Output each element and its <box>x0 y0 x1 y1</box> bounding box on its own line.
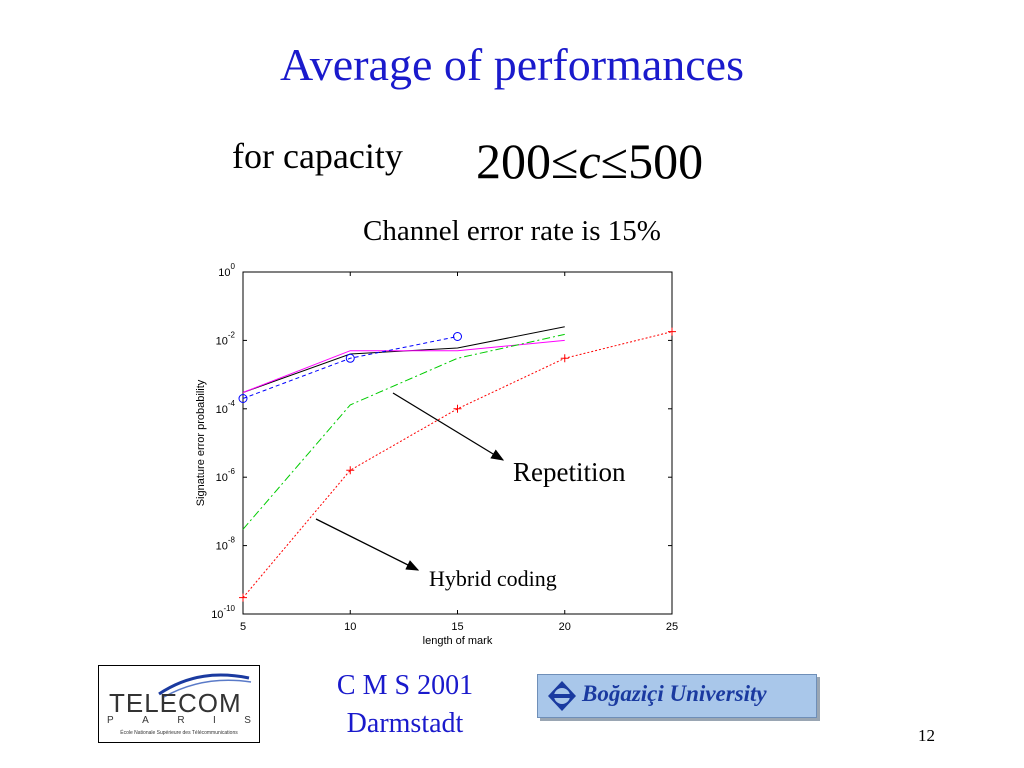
x-tick-label: 20 <box>559 621 571 633</box>
bogazici-name: Boğaziçi University <box>582 681 767 706</box>
data-point <box>668 327 676 336</box>
series-line <box>242 339 565 393</box>
paris-letter: S <box>244 715 251 726</box>
data-point <box>239 593 247 602</box>
x-axis-label: length of mark <box>423 635 493 647</box>
slide-title: Average of performances <box>280 39 744 90</box>
repetition-label-bg <box>508 452 660 490</box>
telecom-paris-logo: TELECOM P A R I S École Nationale Supéri… <box>98 665 260 743</box>
bogazici-university-logo: Boğaziçi University <box>537 674 817 718</box>
telecom-paris-letters: P A R I S <box>107 715 251 726</box>
channel-error-rate: Channel error rate is 15% <box>363 215 661 247</box>
telecom-swoosh-icon <box>158 673 252 698</box>
paris-letter: P <box>107 715 114 726</box>
capacity-label: for capacity <box>232 136 403 176</box>
x-tick-label: 5 <box>240 621 246 633</box>
plot-frame <box>242 271 673 615</box>
telecom-subtitle: École Nationale Supérieure des Télécommu… <box>120 730 238 736</box>
x-tick-label: 25 <box>666 621 678 633</box>
formula-var: c <box>578 133 601 189</box>
bogazici-emblem-icon <box>548 681 576 711</box>
y-axis-label: Signature error probability <box>195 379 207 506</box>
footer-location: Darmstadt <box>346 708 464 739</box>
series-line <box>242 331 673 599</box>
series-line <box>242 336 458 399</box>
hybrid-coding-arrow <box>315 518 420 571</box>
paris-letter: I <box>213 715 216 726</box>
formula-op1: ≤ <box>551 133 579 189</box>
x-tick-label: 10 <box>344 621 356 633</box>
hybrid-coding-label: Hybrid coding <box>429 566 557 591</box>
chart-layer: 5 10 15 20 25 100 10-2 10-4 10-6 10-8 10-10 length … <box>195 262 678 647</box>
repetition-arrow <box>392 392 505 461</box>
y-tick-label: 10-8 <box>216 536 236 553</box>
paris-letter: A <box>142 715 149 726</box>
footer-conference: C M S 2001 <box>336 670 474 701</box>
y-tick-label: 100 <box>218 262 235 279</box>
data-point <box>453 332 462 342</box>
paris-letter: R <box>177 715 185 726</box>
formula-left: 200 <box>476 133 551 189</box>
x-tick-label: 15 <box>451 621 463 633</box>
data-point <box>238 394 248 404</box>
y-tick-label: 10-6 <box>216 467 236 484</box>
page-number: 12 <box>918 726 935 745</box>
data-point <box>453 404 462 413</box>
y-tick-label: 10-4 <box>216 399 236 416</box>
capacity-formula: 200≤c≤500 <box>476 132 703 190</box>
telecom-word: TELECOM <box>109 688 242 718</box>
hybrid-label-bg <box>426 563 598 593</box>
data-point <box>560 354 569 363</box>
y-tick-label: 10-2 <box>216 330 236 347</box>
data-point <box>345 353 355 363</box>
series-line <box>242 333 565 530</box>
formula-right: 500 <box>628 133 704 189</box>
repetition-label: Repetition <box>513 457 626 487</box>
formula-op2: ≤ <box>600 133 629 189</box>
data-point <box>346 466 355 475</box>
y-tick-label: 10-10 <box>211 604 235 621</box>
